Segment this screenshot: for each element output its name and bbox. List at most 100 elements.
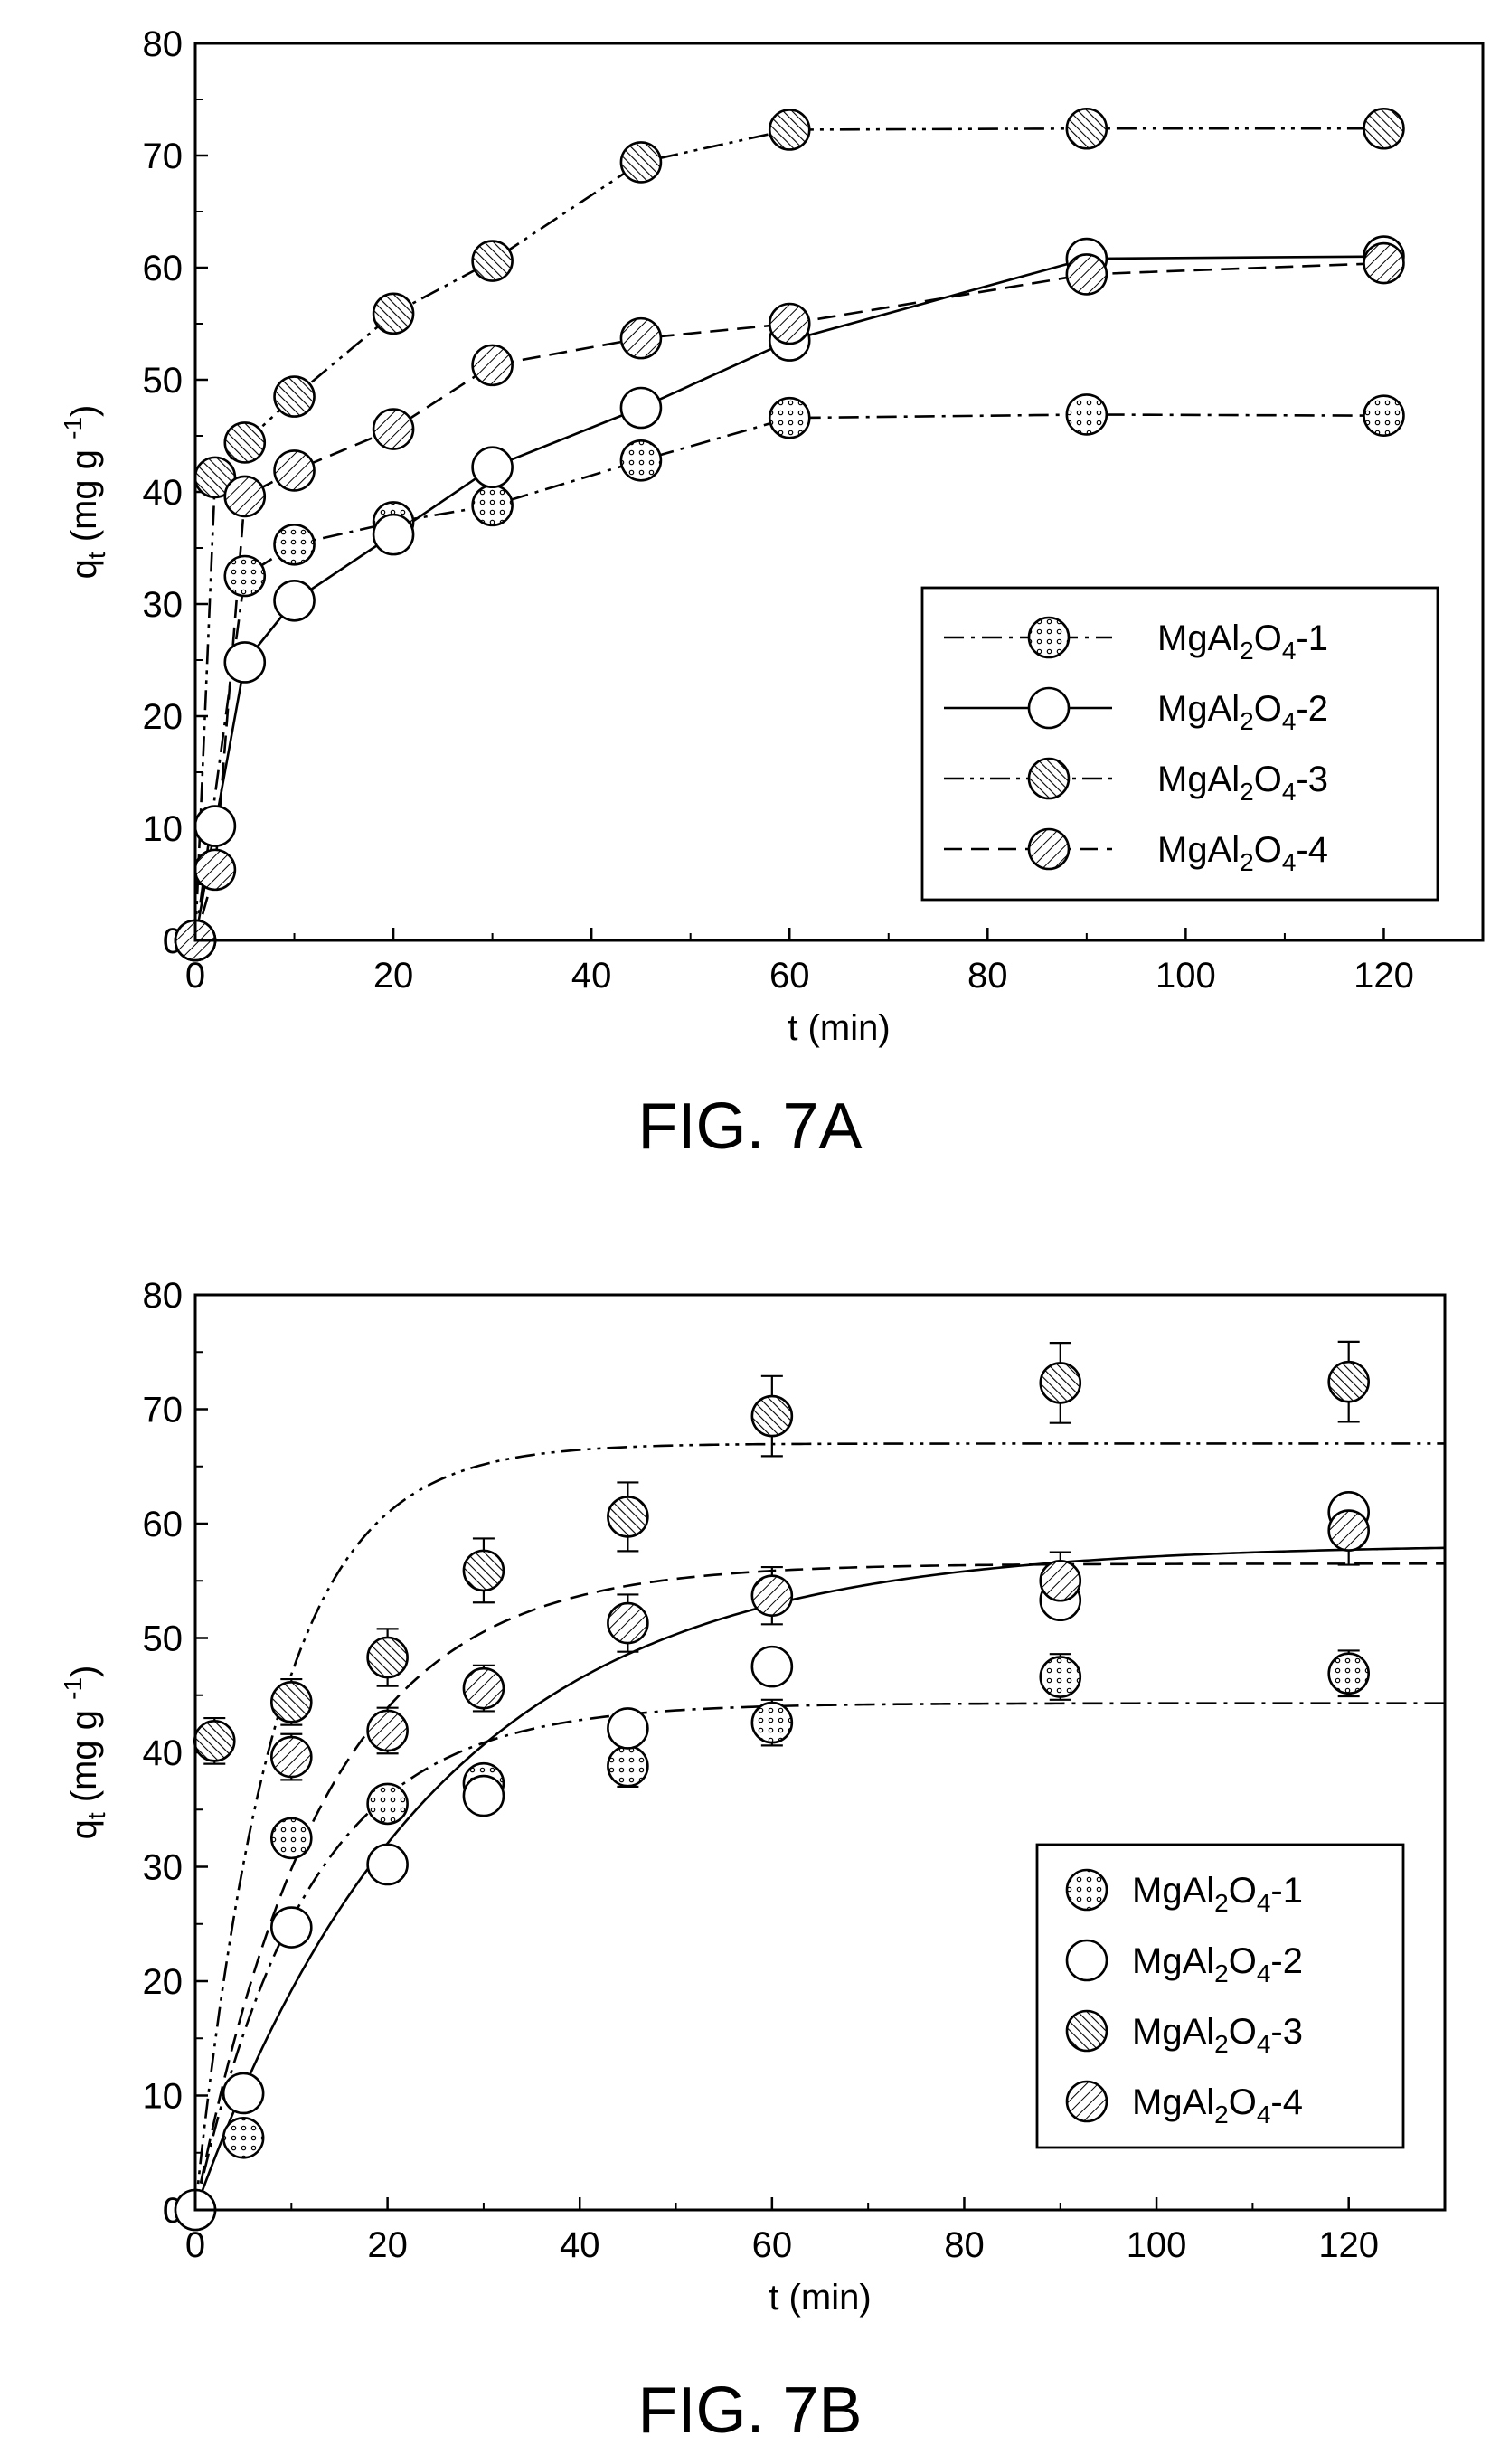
data-point-series-2 bbox=[193, 805, 237, 847]
data-point-series-1 bbox=[223, 554, 267, 598]
legend-marker bbox=[1065, 1939, 1108, 1982]
y-tick-label: 30 bbox=[143, 1848, 184, 1888]
figure-7a: 0 20 40 60 80 100 120 0 10 20 30 40 50 60 70 80 t (min) q… bbox=[0, 0, 1500, 1230]
data-point-series-1 bbox=[1327, 1652, 1370, 1695]
data-point-series-1 bbox=[619, 439, 663, 482]
data-point-series-4 bbox=[768, 302, 811, 345]
data-point-series-3 bbox=[270, 1681, 313, 1723]
data-point-series-4 bbox=[1065, 253, 1108, 296]
data-point-series-4 bbox=[366, 1709, 409, 1752]
data-point-series-3 bbox=[462, 1549, 505, 1592]
legend-label: MgAl2O4-1 bbox=[1132, 1871, 1303, 1917]
data-point-series-1 bbox=[222, 2117, 265, 2159]
data-point-series-4 bbox=[1327, 1509, 1370, 1552]
data-point-series-1 bbox=[471, 484, 514, 527]
y-tick-label: 30 bbox=[143, 585, 184, 625]
data-point-series-3 bbox=[193, 1720, 236, 1762]
data-point-series-3 bbox=[366, 1636, 409, 1679]
data-point-series-3 bbox=[273, 375, 316, 418]
y-tick-label: 70 bbox=[143, 137, 184, 176]
data-point-series-1 bbox=[607, 1744, 649, 1788]
y-axis-label: qt (mg g -1) bbox=[59, 405, 110, 580]
x-tick-label: 100 bbox=[1127, 2225, 1187, 2265]
series-line-4 bbox=[195, 261, 1384, 940]
legend-label: MgAl2O4-2 bbox=[1157, 689, 1328, 735]
data-point-series-2 bbox=[750, 1645, 794, 1688]
data-point-series-2 bbox=[471, 446, 514, 489]
legend-marker bbox=[1027, 686, 1071, 730]
data-point-series-4 bbox=[750, 1574, 794, 1617]
data-point-series-1 bbox=[1039, 1656, 1082, 1698]
legend-label: MgAl2O4-2 bbox=[1132, 1941, 1303, 1987]
y-axis-label: qt (mg g -1) bbox=[59, 1666, 110, 1840]
data-point-series-1 bbox=[1363, 394, 1405, 437]
legend: MgAl2O4-1 MgAl2O4-2 MgAl2O4-3 MgAl2O4-4 bbox=[920, 586, 1439, 902]
x-axis-label: t (min) bbox=[769, 2278, 871, 2318]
data-point-series-4 bbox=[607, 1601, 649, 1645]
x-axis-label: t (min) bbox=[788, 1008, 890, 1048]
legend-marker bbox=[1027, 757, 1071, 800]
data-point-series-3 bbox=[1363, 107, 1405, 150]
data-point-series-3 bbox=[372, 292, 415, 335]
data-point-series-1 bbox=[768, 396, 811, 439]
data-point-series-2 bbox=[462, 1774, 505, 1817]
data-point-series-3 bbox=[750, 1394, 794, 1438]
figure-caption-7a: FIG. 7A bbox=[637, 1090, 863, 1163]
legend-label: MgAl2O4-4 bbox=[1132, 2082, 1303, 2129]
data-point-series-2 bbox=[372, 513, 415, 556]
data-point-series-1 bbox=[750, 1701, 794, 1744]
legend-marker bbox=[1027, 827, 1071, 871]
x-tick-label: 40 bbox=[560, 2225, 600, 2265]
data-point-series-4 bbox=[223, 475, 267, 518]
data-point-series-4 bbox=[193, 848, 237, 892]
data-point-series-1 bbox=[270, 1817, 313, 1860]
data-point-series-4 bbox=[1363, 241, 1405, 285]
x-tick-label: 60 bbox=[752, 2225, 793, 2265]
data-point-series-1 bbox=[273, 523, 316, 566]
fit-curve-4 bbox=[195, 1562, 1445, 2210]
y-tick-label: 80 bbox=[143, 1276, 184, 1316]
y-tick-label: 20 bbox=[143, 1962, 184, 2002]
fit-curve-3 bbox=[195, 1442, 1445, 2210]
figure-caption-7b: FIG. 7B bbox=[637, 2374, 863, 2447]
legend-label: MgAl2O4-1 bbox=[1157, 618, 1328, 665]
data-point-series-4 bbox=[270, 1735, 313, 1779]
figure-7b: 0 20 40 60 80 100 120 0 10 20 30 40 50 60 70 80 t (min) q… bbox=[0, 1248, 1500, 2464]
x-tick-label: 20 bbox=[373, 956, 414, 996]
data-point-series-4 bbox=[619, 316, 663, 360]
y-tick-label: 80 bbox=[143, 24, 184, 64]
data-point-series-3 bbox=[607, 1496, 649, 1538]
fit-curve-1 bbox=[195, 1702, 1445, 2210]
y-tick-label: 10 bbox=[143, 809, 184, 849]
x-tick-label: 40 bbox=[571, 956, 612, 996]
data-point-series-4 bbox=[1039, 1559, 1082, 1602]
data-point-series-2 bbox=[366, 1843, 409, 1886]
data-point-series-4 bbox=[273, 449, 316, 492]
data-point-series-1 bbox=[366, 1782, 409, 1826]
legend-marker bbox=[1065, 2009, 1108, 2053]
legend-box bbox=[920, 586, 1439, 902]
y-tick-label: 50 bbox=[143, 1619, 184, 1659]
y-tick-label: 40 bbox=[143, 473, 184, 513]
legend-label: MgAl2O4-3 bbox=[1157, 760, 1328, 806]
legend-marker bbox=[1027, 616, 1071, 659]
data-point-series-2 bbox=[619, 386, 663, 430]
y-tick-label: 50 bbox=[143, 361, 184, 401]
data-point-series-2 bbox=[223, 641, 267, 684]
series-line-3 bbox=[195, 127, 1384, 940]
x-tick-label: 120 bbox=[1318, 2225, 1379, 2265]
fit-curve-2 bbox=[195, 1546, 1445, 2210]
x-tick-label: 100 bbox=[1156, 956, 1216, 996]
data-point-series-4 bbox=[462, 1666, 505, 1710]
plot-area bbox=[174, 1340, 1445, 2232]
y-tick-label: 20 bbox=[143, 697, 184, 737]
x-tick-label: 80 bbox=[967, 956, 1008, 996]
x-tick-label: 120 bbox=[1354, 956, 1414, 996]
legend-label: MgAl2O4-3 bbox=[1132, 2012, 1303, 2058]
data-point-series-1 bbox=[1065, 393, 1108, 436]
legend: MgAl2O4-1 MgAl2O4-2 MgAl2O4-3 MgAl2O4-4 bbox=[1035, 1843, 1405, 2149]
